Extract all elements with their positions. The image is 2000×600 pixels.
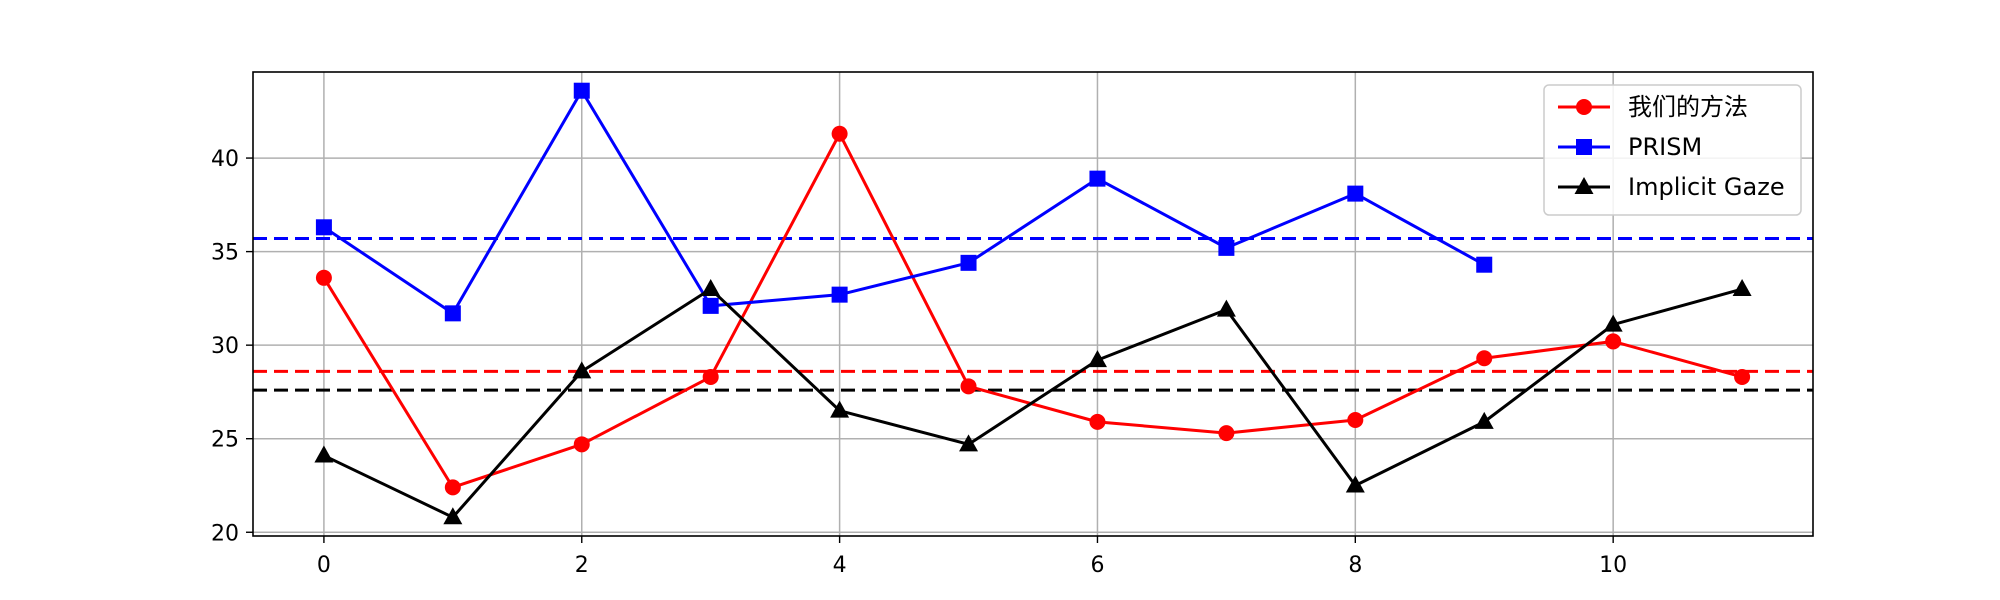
- legend-label: Implicit Gaze: [1628, 173, 1785, 201]
- data-point: [1218, 239, 1235, 256]
- x-tick-label: 6: [1090, 553, 1104, 578]
- legend-marker: [1576, 139, 1592, 155]
- data-point: [315, 269, 332, 286]
- y-tick-label: 25: [211, 428, 239, 453]
- series-triangle: [314, 279, 1752, 525]
- data-point: [1347, 412, 1364, 428]
- data-point: [1218, 425, 1235, 442]
- y-tick-label: 35: [211, 241, 239, 266]
- series-line: [323, 287, 1743, 519]
- data-point: [1216, 299, 1236, 317]
- data-point: [573, 436, 590, 453]
- series-lines: [314, 82, 1752, 525]
- x-tick-label: 0: [317, 553, 331, 578]
- series-circle: [315, 125, 1751, 496]
- data-point: [831, 286, 848, 303]
- data-point: [1734, 368, 1751, 385]
- data-point: [960, 378, 977, 395]
- data-point: [1476, 256, 1493, 273]
- legend-item: PRISM: [1558, 133, 1702, 161]
- data-point: [1732, 279, 1752, 297]
- series-line: [323, 89, 1485, 315]
- data-point: [1474, 411, 1494, 429]
- data-point: [1603, 314, 1623, 332]
- data-point: [315, 219, 332, 236]
- legend-label: PRISM: [1628, 133, 1702, 161]
- x-tick-label: 2: [575, 553, 589, 578]
- data-point: [1087, 350, 1107, 368]
- series-square: [315, 82, 1493, 322]
- data-point: [573, 82, 590, 99]
- axis-ticks: 0 2 4 6 8 10 20 25 30 35 40: [211, 147, 1627, 578]
- legend-label: 我们的方法: [1628, 93, 1748, 121]
- legend: 我们的方法 PRISM Implicit Gaze: [1543, 84, 1802, 216]
- x-tick-label: 8: [1348, 553, 1362, 578]
- x-tick-label: 4: [833, 553, 847, 578]
- data-point: [830, 400, 850, 418]
- series-line: [322, 132, 1743, 489]
- data-point: [960, 254, 977, 271]
- y-tick-label: 20: [211, 521, 239, 546]
- data-point: [444, 479, 461, 496]
- y-tick-label: 30: [211, 334, 239, 359]
- legend-marker: [1574, 177, 1594, 194]
- data-point: [702, 368, 719, 385]
- legend-item: 我们的方法: [1558, 93, 1748, 121]
- data-point: [1089, 413, 1106, 430]
- data-point: [572, 361, 592, 379]
- data-point: [1345, 475, 1365, 493]
- data-point: [701, 279, 721, 297]
- data-point: [1347, 185, 1364, 202]
- data-point: [314, 445, 334, 463]
- data-point: [1089, 170, 1106, 187]
- y-tick-label: 40: [211, 147, 239, 172]
- data-point: [1476, 350, 1493, 367]
- data-point: [444, 305, 461, 322]
- legend-box: [1543, 84, 1802, 216]
- data-point: [1605, 333, 1622, 350]
- data-point: [443, 507, 463, 525]
- legend-marker: [1576, 99, 1592, 115]
- data-point: [702, 297, 719, 314]
- data-point: [831, 125, 848, 142]
- plot-frame: [252, 71, 1814, 537]
- x-tick-label: 10: [1599, 553, 1627, 578]
- legend-item: Implicit Gaze: [1558, 173, 1785, 201]
- data-point: [959, 434, 979, 452]
- mean-reference-lines: [253, 237, 1813, 392]
